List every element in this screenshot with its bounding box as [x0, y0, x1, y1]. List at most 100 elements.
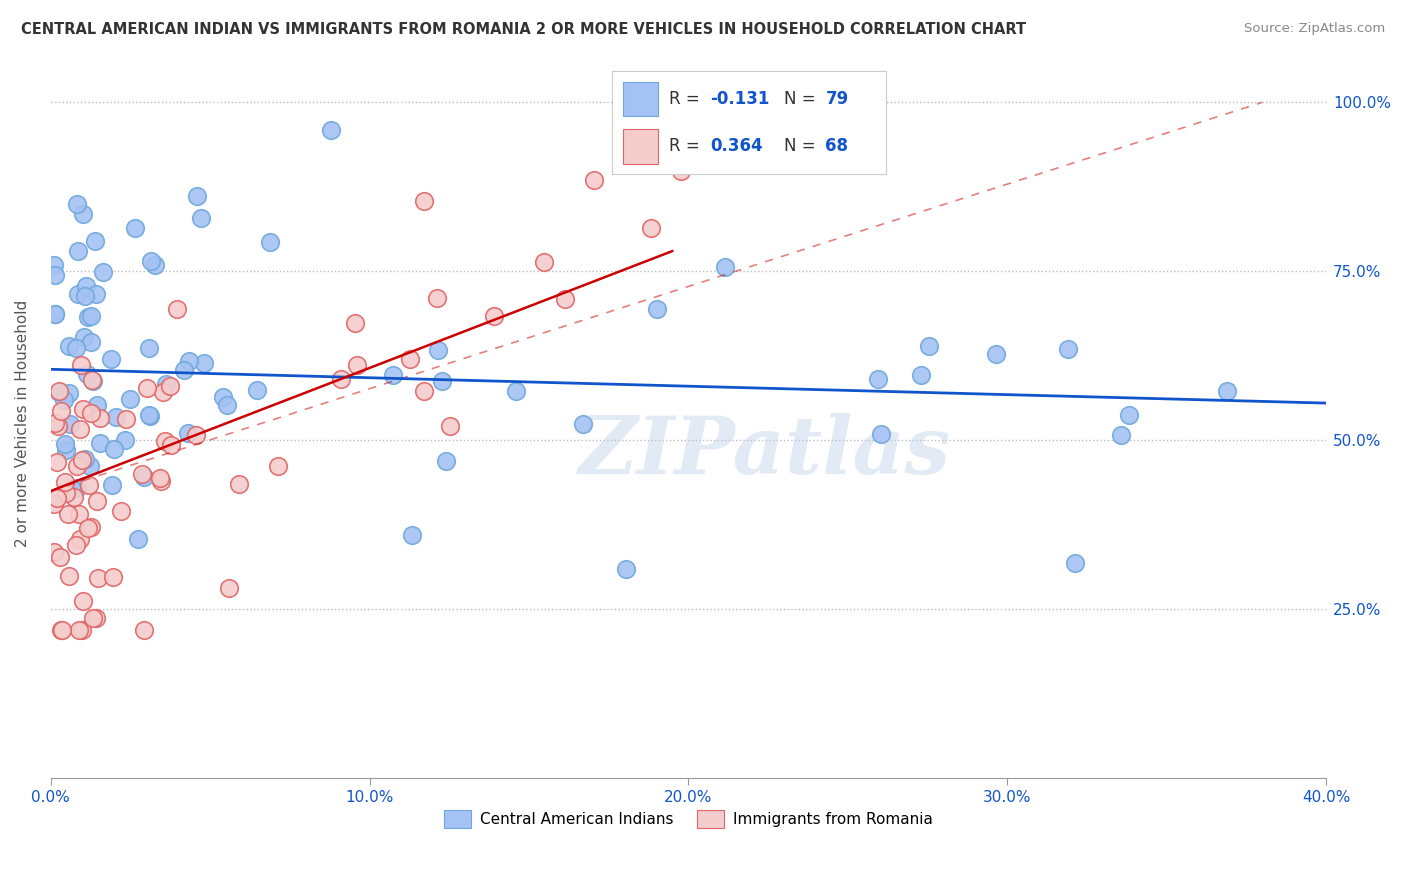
Point — [1118, 408, 1140, 422]
Point — [669, 164, 692, 178]
Point — [67, 623, 90, 637]
Point — [427, 343, 450, 358]
Text: 0.364: 0.364 — [710, 137, 763, 155]
Point — [55, 485, 77, 500]
Point — [173, 362, 195, 376]
Point — [134, 470, 156, 484]
Point — [65, 538, 87, 552]
Point — [1216, 384, 1239, 398]
Point — [66, 286, 89, 301]
Point — [42, 258, 65, 272]
Point — [66, 197, 89, 211]
Point — [86, 611, 108, 625]
Point — [110, 504, 132, 518]
Point — [53, 475, 76, 489]
Point — [86, 398, 108, 412]
Point — [82, 374, 104, 388]
Point — [105, 409, 128, 424]
Point — [533, 255, 555, 269]
Point — [51, 623, 73, 637]
Point — [79, 477, 101, 491]
Point — [319, 123, 342, 137]
Point — [66, 481, 89, 495]
Point — [69, 422, 91, 436]
Point — [193, 356, 215, 370]
Point — [177, 354, 200, 368]
Point — [127, 532, 149, 546]
Point — [259, 235, 281, 249]
Point — [79, 309, 101, 323]
Point — [49, 623, 72, 637]
Point — [918, 339, 941, 353]
Point — [46, 418, 69, 433]
Point — [48, 549, 70, 564]
Text: Source: ZipAtlas.com: Source: ZipAtlas.com — [1244, 22, 1385, 36]
Point — [89, 410, 111, 425]
Point — [132, 623, 155, 637]
Point — [190, 211, 212, 226]
Point — [58, 568, 80, 582]
Point — [75, 279, 97, 293]
Point — [138, 341, 160, 355]
FancyBboxPatch shape — [623, 128, 658, 163]
Point — [53, 437, 76, 451]
Point — [149, 471, 172, 485]
Point — [103, 442, 125, 457]
Point — [42, 497, 65, 511]
Point — [93, 265, 115, 279]
Text: R =: R = — [669, 137, 706, 155]
Point — [44, 416, 66, 430]
Y-axis label: 2 or more Vehicles in Household: 2 or more Vehicles in Household — [15, 300, 30, 547]
Point — [82, 373, 104, 387]
Point — [46, 491, 69, 505]
FancyBboxPatch shape — [623, 81, 658, 117]
Point — [177, 426, 200, 441]
Point — [42, 545, 65, 559]
Point — [640, 221, 662, 235]
Point — [343, 316, 366, 330]
Point — [413, 194, 436, 209]
Point — [72, 207, 94, 221]
Point — [48, 384, 70, 399]
Point — [582, 173, 605, 187]
Point — [135, 381, 157, 395]
Point — [124, 220, 146, 235]
Point — [152, 384, 174, 399]
Point — [138, 409, 160, 423]
Point — [80, 520, 103, 534]
Point — [155, 376, 177, 391]
Point — [153, 434, 176, 448]
Point — [101, 478, 124, 492]
Point — [434, 454, 457, 468]
Point — [159, 379, 181, 393]
Point — [984, 347, 1007, 361]
Point — [505, 384, 527, 399]
Text: ZIPatlas: ZIPatlas — [579, 413, 950, 491]
Point — [53, 393, 76, 408]
Point — [75, 451, 97, 466]
Point — [401, 527, 423, 541]
Point — [44, 307, 66, 321]
Point — [44, 307, 66, 321]
Point — [439, 418, 461, 433]
Point — [1109, 428, 1132, 442]
Point — [149, 474, 172, 488]
Point — [114, 434, 136, 448]
Point — [44, 268, 66, 283]
Point — [645, 301, 668, 316]
Point — [80, 335, 103, 350]
Point — [73, 330, 96, 344]
Point — [69, 532, 91, 546]
Text: 68: 68 — [825, 137, 848, 155]
Point — [381, 368, 404, 382]
Point — [59, 417, 82, 432]
Point — [62, 482, 84, 496]
Point — [346, 358, 368, 372]
Point — [70, 358, 93, 372]
Point — [217, 398, 239, 412]
Point — [45, 455, 67, 469]
Point — [1064, 556, 1087, 570]
Point — [75, 289, 97, 303]
Point — [267, 459, 290, 474]
Point — [714, 260, 737, 274]
